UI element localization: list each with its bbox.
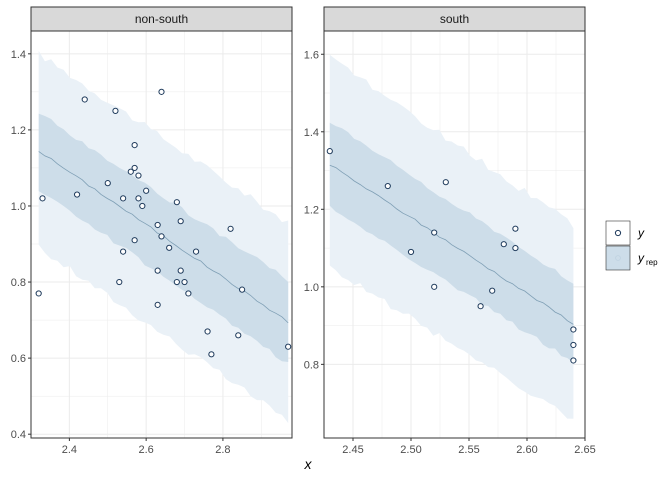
data-point (154, 221, 161, 229)
data-point (131, 237, 138, 244)
data-point (239, 286, 246, 293)
x-tick-label: 2.55 (458, 444, 479, 456)
x-tick-label: 2.6 (138, 444, 153, 456)
y-tick-label: 1.2 (11, 125, 26, 137)
data-point (570, 357, 577, 364)
x-axis-title: x (304, 456, 313, 472)
data-point (500, 241, 507, 248)
data-point (39, 195, 46, 202)
data-point (285, 343, 292, 350)
data-point (135, 172, 142, 179)
data-point (442, 179, 449, 186)
y-tick-label: 1.2 (304, 204, 319, 216)
median-line (329, 164, 574, 325)
facet-strip-label: non-south (135, 12, 188, 26)
data-point (166, 244, 173, 251)
data-point (227, 225, 234, 232)
y-tick-label: 1.6 (304, 49, 319, 61)
data-point (35, 290, 42, 297)
legend-key-yrep (605, 245, 631, 271)
data-point (477, 303, 484, 310)
data-point (120, 248, 127, 255)
x-tick-label: 2.4 (62, 444, 77, 456)
data-point (570, 341, 577, 349)
legend-label-yrep: y (637, 251, 645, 265)
data-point (192, 248, 200, 255)
y-tick-label: 1.4 (304, 127, 319, 139)
legend-label-y: y (637, 226, 645, 240)
data-point (181, 278, 188, 286)
facet-strip-label: south (440, 12, 469, 26)
legend-point-marker (614, 229, 622, 237)
data-point (154, 301, 161, 308)
y-tick-label: 1.0 (304, 282, 319, 294)
data-point (112, 107, 119, 114)
y-tick-label: 0.4 (11, 429, 26, 441)
y-tick-label: 0.8 (11, 277, 26, 289)
data-point (204, 328, 211, 335)
x-tick-label: 2.45 (342, 444, 363, 456)
data-point (81, 96, 88, 103)
data-point (173, 199, 180, 206)
data-point (208, 351, 215, 358)
data-point (131, 142, 138, 149)
data-point (143, 187, 150, 194)
facet-strip (30, 6, 293, 32)
y-tick-label: 1.4 (11, 49, 26, 61)
data-point (407, 248, 415, 256)
facet-strip (323, 6, 586, 32)
legend: yy rep (605, 220, 658, 271)
data-point (104, 180, 111, 187)
data-point (116, 278, 123, 286)
x-tick-label: 2.65 (574, 444, 595, 456)
data-point (120, 195, 127, 202)
x-tick-label: 2.8 (215, 444, 230, 456)
data-point (512, 225, 519, 232)
y-tick-label: 1.0 (11, 201, 26, 213)
data-point (135, 195, 142, 202)
data-point (177, 267, 184, 274)
data-point (512, 244, 519, 252)
data-point (431, 283, 438, 290)
data-point (73, 191, 81, 198)
panel-non-south: non-south 2.4 2.6 2.8 0.4 0.6 0.8 1.0 1.2 1.4 (11, 6, 293, 456)
data-point (431, 229, 438, 236)
data-point (173, 278, 180, 286)
y-tick-label: 0.6 (11, 353, 26, 365)
data-point (384, 182, 391, 190)
y-tick-label: 0.8 (304, 359, 319, 371)
data-point (127, 168, 134, 175)
data-point (235, 332, 242, 339)
data-point (326, 148, 333, 155)
x-tick-label: 2.60 (516, 444, 537, 456)
inner-interval-band (329, 122, 574, 363)
data-point (158, 88, 165, 95)
data-point (139, 202, 146, 210)
data-point (154, 267, 161, 274)
x-tick-label: 2.50 (400, 444, 421, 456)
panel-south: south 2.45 2.50 2.55 2.60 2.65 0.8 1.0 1.2 1.4 1.6 (304, 6, 596, 456)
legend-label-subscript: rep (646, 258, 658, 267)
data-point (570, 326, 577, 333)
data-point (489, 287, 496, 294)
legend-band-marker (615, 255, 621, 261)
data-point (177, 218, 184, 225)
data-point (158, 233, 165, 240)
data-point (185, 290, 192, 297)
data-point (131, 164, 138, 172)
